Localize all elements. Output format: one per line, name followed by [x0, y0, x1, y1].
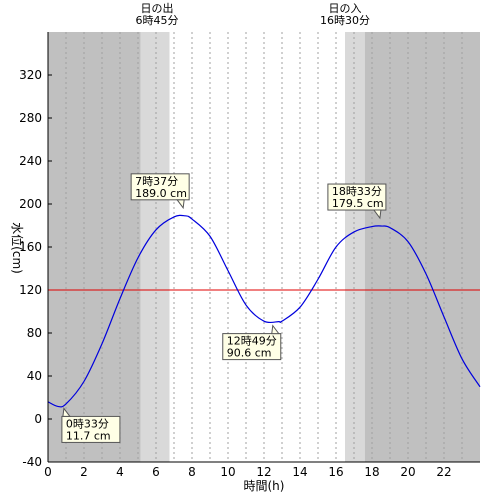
x-tick-label: 8 — [188, 465, 196, 479]
x-tick-label: 14 — [292, 465, 307, 479]
x-tick-label: 2 — [80, 465, 88, 479]
y-tick-label: -40 — [22, 455, 42, 469]
annotation-value: 90.6 cm — [227, 347, 272, 360]
x-tick-label: 0 — [44, 465, 52, 479]
y-tick-label: 80 — [27, 326, 42, 340]
annotation-time: 0時33分 — [66, 417, 109, 430]
annotation-pointer — [176, 199, 185, 210]
sunrise-label: 日の出 — [141, 1, 174, 15]
grid — [48, 32, 463, 463]
y-tick-label: 0 — [34, 412, 42, 426]
y-tick-label: 160 — [19, 240, 42, 254]
annotation-time: 12時49分 — [227, 335, 277, 348]
x-tick-label: 20 — [400, 465, 415, 479]
night-band-evening — [364, 32, 480, 462]
x-axis-label: 時間(h) — [244, 479, 285, 493]
annotation-time: 18時33分 — [332, 185, 382, 198]
x-tick-label: 16 — [328, 465, 343, 479]
y-axis-label: 水位(cm) — [10, 222, 25, 274]
annotation-value: 189.0 cm — [135, 187, 187, 200]
annotation-value: 179.5 cm — [332, 197, 384, 210]
y-tick-label: 200 — [19, 197, 42, 211]
x-tick-label: 6 — [152, 465, 160, 479]
twilight-band-morning — [140, 32, 170, 462]
annotation-box — [327, 183, 387, 211]
x-tick-label: 18 — [364, 465, 379, 479]
series — [47, 214, 481, 408]
day-night-background — [48, 32, 480, 462]
annotation-box — [130, 173, 190, 201]
annotation-pointer — [372, 209, 382, 220]
annotation-value: 11.7 cm — [66, 429, 111, 442]
y-tick-label: 40 — [27, 369, 42, 383]
y-tick-label: 120 — [19, 283, 42, 297]
night-band-morning — [48, 32, 141, 462]
x-tick-label: 4 — [116, 465, 124, 479]
x-tick-label: 12 — [256, 465, 271, 479]
x-tick-label: 10 — [220, 465, 235, 479]
y-tick-label: 320 — [19, 68, 42, 82]
sunset-time: 16時30分 — [320, 14, 370, 27]
annotation-time: 7時37分 — [135, 175, 178, 188]
tide-level-line — [47, 214, 481, 408]
sunrise-time: 6時45分 — [136, 14, 179, 27]
annotation-box — [61, 415, 121, 443]
day-band — [169, 32, 345, 462]
sunset-label: 日の入 — [329, 2, 362, 15]
annotation-box — [222, 333, 282, 361]
annotation-pointer — [62, 407, 71, 417]
twilight-band-evening — [345, 32, 365, 462]
annotation-pointer — [271, 324, 280, 335]
x-tick-label: 22 — [436, 465, 451, 479]
y-tick-label: 280 — [19, 111, 42, 125]
y-tick-label: 240 — [19, 154, 42, 168]
